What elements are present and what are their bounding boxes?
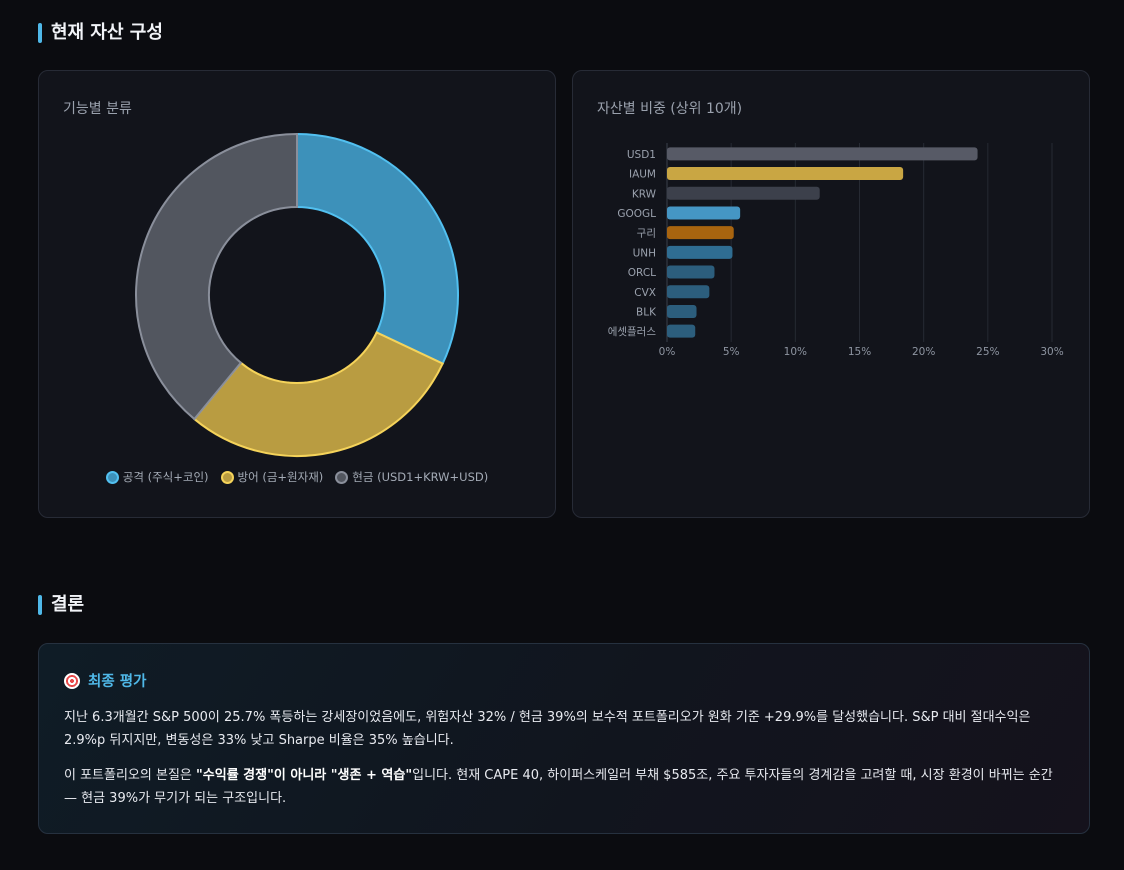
section-title-conclusion: 결론 xyxy=(38,594,84,616)
asset-weight-card: 자산별 비중 (상위 10개) 0% 5% 10% 15% 20% 25% 30% USD1 I… xyxy=(572,70,1090,518)
x-tick-label-5: 25% xyxy=(976,346,999,358)
conclusion-p2-emphasis: "수익률 경쟁"이 아니라 "생존 + 역습" xyxy=(196,768,413,783)
bar-1[interactable] xyxy=(667,167,904,181)
donut-slice-0[interactable] xyxy=(296,132,459,365)
legend-label-2: 현금 (USD1+KRW+USD) xyxy=(352,470,489,484)
bar-4[interactable] xyxy=(667,226,734,240)
bar-3[interactable] xyxy=(667,206,741,220)
donut-card-title: 기능별 분류 xyxy=(63,101,132,117)
conclusion-paragraph-2: 이 포트폴리오의 본질은 "수익률 경쟁"이 아니라 "생존 + 역습"입니다.… xyxy=(64,764,1069,810)
section-title-composition: 현재 자산 구성 xyxy=(38,22,163,44)
donut-chart xyxy=(135,132,459,457)
x-tick-label-1: 5% xyxy=(723,346,740,358)
y-tick-label-9: 에셋플러스 xyxy=(608,326,657,338)
bar-5[interactable] xyxy=(667,245,733,259)
donut-slice-1[interactable] xyxy=(192,331,445,457)
legend-label-0: 공격 (주식+코인) xyxy=(122,470,209,484)
conclusion-heading: 최종 평가 xyxy=(64,670,146,691)
bar-0[interactable] xyxy=(667,147,978,161)
bar-6[interactable] xyxy=(667,265,715,279)
donut-legend: 공격 (주식+코인) 방어 (금+원자재) 현금 (USD1+KRW+USD) xyxy=(39,469,555,485)
legend-swatch-1 xyxy=(220,470,234,484)
y-tick-label-3: GOOGL xyxy=(617,208,656,220)
x-tick-label-4: 20% xyxy=(912,346,935,358)
bar-card-title: 자산별 비중 (상위 10개) xyxy=(597,101,743,117)
conclusion-p2-end: 입니다. 현재 CAPE 40, 하이퍼스케일러 부채 $585조, 주요 투자… xyxy=(64,768,1053,806)
function-breakdown-card: 기능별 분류 공격 (주식+코인) 방어 (금+원자재) 현금 (USD1+KRW+… xyxy=(38,70,556,518)
y-tick-label-1: IAUM xyxy=(629,169,656,181)
x-tick-label-2: 10% xyxy=(784,346,807,358)
legend-label-1: 방어 (금+원자재) xyxy=(237,470,324,484)
y-tick-label-5: UNH xyxy=(633,247,656,259)
bar-8[interactable] xyxy=(667,304,697,318)
y-tick-label-4: 구리 xyxy=(637,228,656,240)
y-tick-label-2: KRW xyxy=(632,188,657,200)
legend-swatch-0 xyxy=(105,470,119,484)
x-tick-label-6: 30% xyxy=(1040,346,1063,358)
conclusion-paragraph-1: 지난 6.3개월간 S&P 500이 25.7% 폭등하는 강세장이었음에도, … xyxy=(64,710,1031,748)
bar-9[interactable] xyxy=(667,324,696,338)
x-tick-label-3: 15% xyxy=(848,346,871,358)
conclusion-heading-text: 최종 평가 xyxy=(88,674,147,690)
y-tick-label-8: BLK xyxy=(636,306,657,318)
legend-item-2[interactable]: 현금 (USD1+KRW+USD) xyxy=(335,469,488,485)
y-tick-label-6: ORCL xyxy=(628,267,656,279)
target-icon xyxy=(64,672,80,689)
y-tick-label-0: USD1 xyxy=(627,149,656,161)
conclusion-p2-start: 이 포트폴리오의 본질은 xyxy=(64,768,196,783)
donut-slice-2[interactable] xyxy=(135,132,298,421)
legend-item-0[interactable]: 공격 (주식+코인) xyxy=(105,469,209,485)
conclusion-card: 최종 평가 지난 6.3개월간 S&P 500이 25.7% 폭등하는 강세장이… xyxy=(38,643,1090,834)
x-tick-label-0: 0% xyxy=(659,346,676,358)
y-tick-label-7: CVX xyxy=(634,287,656,299)
legend-swatch-2 xyxy=(335,470,349,484)
bar-2[interactable] xyxy=(667,186,820,200)
bar-chart: 0% 5% 10% 15% 20% 25% 30% USD1 IAUM KRW GOOGL 구리 UNH… xyxy=(608,143,1064,358)
bar-7[interactable] xyxy=(667,285,710,299)
legend-item-1[interactable]: 방어 (금+원자재) xyxy=(220,469,324,485)
